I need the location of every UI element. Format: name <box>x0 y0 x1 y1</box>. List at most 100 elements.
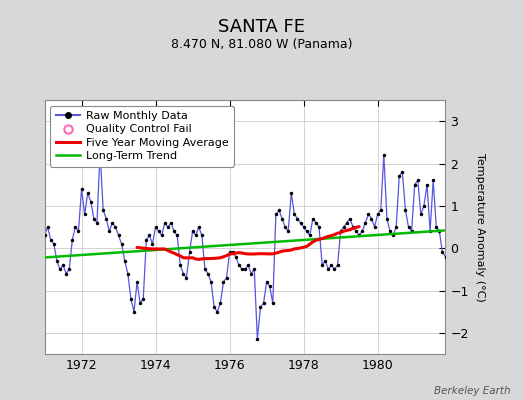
Point <box>312 220 320 226</box>
Point <box>145 232 154 239</box>
Point <box>86 198 95 205</box>
Point <box>74 228 83 234</box>
Point <box>315 224 323 230</box>
Point <box>389 232 397 239</box>
Point <box>130 308 138 315</box>
Point <box>340 224 348 230</box>
Point <box>81 211 89 218</box>
Point <box>117 241 126 247</box>
Point <box>290 211 299 218</box>
Point <box>250 266 258 272</box>
Point <box>324 266 333 272</box>
Point <box>358 228 366 234</box>
Point <box>293 215 302 222</box>
Point <box>161 220 169 226</box>
Point <box>207 279 215 285</box>
Point <box>309 215 317 222</box>
Point <box>71 224 80 230</box>
Point <box>219 279 227 285</box>
Point <box>90 215 98 222</box>
Point <box>395 173 403 180</box>
Point <box>299 224 308 230</box>
Point <box>96 148 104 154</box>
Point <box>121 258 129 264</box>
Point <box>78 186 86 192</box>
Point <box>336 228 345 234</box>
Point <box>47 236 55 243</box>
Point <box>441 254 450 260</box>
Point <box>151 224 160 230</box>
Point <box>318 262 326 268</box>
Point <box>148 241 157 247</box>
Point <box>364 211 373 218</box>
Point <box>386 228 394 234</box>
Point <box>429 177 438 184</box>
Point <box>398 169 407 175</box>
Point <box>266 283 274 290</box>
Point <box>367 215 376 222</box>
Point <box>127 296 135 302</box>
Point <box>133 279 141 285</box>
Point <box>232 254 240 260</box>
Point <box>321 258 330 264</box>
Point <box>287 190 296 196</box>
Point <box>189 228 197 234</box>
Text: SANTA FE: SANTA FE <box>219 18 305 36</box>
Point <box>216 300 225 306</box>
Point <box>407 228 416 234</box>
Point <box>278 215 286 222</box>
Point <box>343 220 351 226</box>
Point <box>413 177 422 184</box>
Point <box>210 304 219 311</box>
Point <box>435 228 443 234</box>
Point <box>410 182 419 188</box>
Text: 8.470 N, 81.080 W (Panama): 8.470 N, 81.080 W (Panama) <box>171 38 353 51</box>
Point <box>191 232 200 239</box>
Point <box>40 232 49 239</box>
Point <box>423 182 431 188</box>
Point <box>241 266 249 272</box>
Point <box>158 232 166 239</box>
Point <box>405 224 413 230</box>
Point <box>352 228 361 234</box>
Point <box>244 262 253 268</box>
Point <box>201 266 209 272</box>
Point <box>155 228 163 234</box>
Point <box>346 215 354 222</box>
Point <box>263 279 271 285</box>
Point <box>432 224 441 230</box>
Point <box>43 224 52 230</box>
Point <box>198 232 206 239</box>
Point <box>438 249 446 256</box>
Point <box>444 249 453 256</box>
Point <box>124 270 132 277</box>
Point <box>93 220 101 226</box>
Point <box>370 224 379 230</box>
Y-axis label: Temperature Anomaly (°C): Temperature Anomaly (°C) <box>475 153 485 301</box>
Point <box>102 215 111 222</box>
Point <box>225 249 234 256</box>
Point <box>170 228 178 234</box>
Point <box>330 266 339 272</box>
Point <box>275 207 283 213</box>
Point <box>136 300 144 306</box>
Point <box>238 266 246 272</box>
Point <box>142 236 150 243</box>
Point <box>327 262 335 268</box>
Point <box>420 203 428 209</box>
Point <box>281 224 289 230</box>
Point <box>182 274 191 281</box>
Point <box>271 211 280 218</box>
Point <box>222 274 231 281</box>
Point <box>253 336 261 342</box>
Point <box>228 249 237 256</box>
Legend: Raw Monthly Data, Quality Control Fail, Five Year Moving Average, Long-Term Tren: Raw Monthly Data, Quality Control Fail, … <box>50 106 234 167</box>
Point <box>247 270 255 277</box>
Point <box>53 258 61 264</box>
Text: Berkeley Earth: Berkeley Earth <box>434 386 511 396</box>
Point <box>50 241 58 247</box>
Point <box>297 220 305 226</box>
Point <box>114 232 123 239</box>
Point <box>361 220 369 226</box>
Point <box>284 228 292 234</box>
